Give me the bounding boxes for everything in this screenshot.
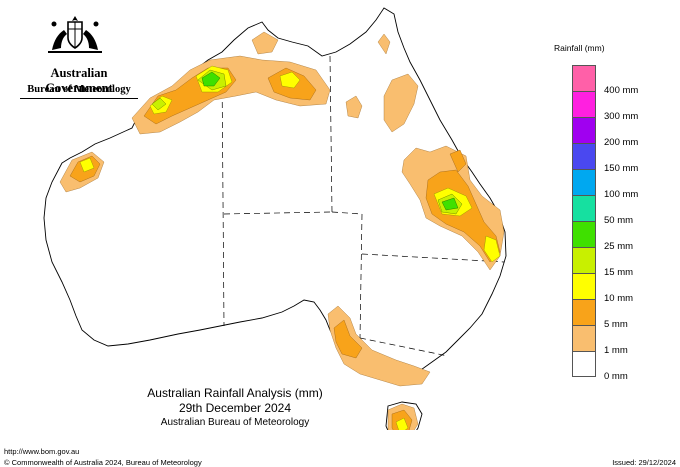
legend-label: 200 mm: [604, 137, 639, 148]
coat-of-arms-icon: [48, 16, 102, 53]
legend-swatch: [572, 299, 596, 325]
legend-swatch: [572, 65, 596, 91]
map-title-block: Australian Rainfall Analysis (mm) 29th D…: [120, 386, 350, 429]
legend-swatch: [572, 273, 596, 299]
legend-swatch: [572, 325, 596, 351]
map-organisation: Australian Bureau of Meteorology: [160, 417, 310, 428]
bureau-title: Bureau of Meteorology: [27, 84, 131, 95]
legend-label: 1 mm: [604, 345, 628, 356]
legend-swatch: [572, 143, 596, 169]
legend-swatch: [572, 351, 596, 377]
rainfall-legend: Rainfall (mm) 400 mm 300 mm 200 mm 150 mm 10…: [548, 43, 678, 388]
legend-label: 150 mm: [604, 163, 639, 174]
legend-label: 15 mm: [604, 267, 634, 278]
legend-label: 50 mm: [604, 215, 634, 226]
legend-label: 10 mm: [604, 293, 634, 304]
legend-swatch: [572, 169, 596, 195]
rainfall-25mm: [201, 71, 459, 211]
legend-swatch: [572, 91, 596, 117]
legend-swatch: [572, 117, 596, 143]
website-link[interactable]: http://www.bom.gov.au: [4, 447, 80, 456]
state-borders: [221, 55, 505, 357]
government-title: Australian Government: [20, 66, 138, 99]
legend-label: 100 mm: [604, 189, 639, 200]
legend-swatch: [572, 221, 596, 247]
government-logo: Australian Government Bureau of Meteorol…: [8, 6, 138, 99]
map-date: 29th December 2024: [178, 401, 292, 415]
legend-label: 400 mm: [604, 85, 639, 96]
legend-label: 300 mm: [604, 111, 639, 122]
legend-label: 5 mm: [604, 319, 628, 330]
legend-title: Rainfall (mm): [554, 43, 605, 53]
copyright-text: © Commonwealth of Australia 2024, Bureau…: [4, 458, 202, 467]
issued-date: Issued: 29/12/2024: [612, 458, 676, 467]
map-title: Australian Rainfall Analysis (mm): [147, 386, 323, 400]
legend-swatch: [572, 195, 596, 221]
legend-swatch: [572, 247, 596, 273]
legend-label: 25 mm: [604, 241, 634, 252]
legend-label: 0 mm: [604, 371, 628, 382]
rainfall-map: [43, 7, 507, 430]
